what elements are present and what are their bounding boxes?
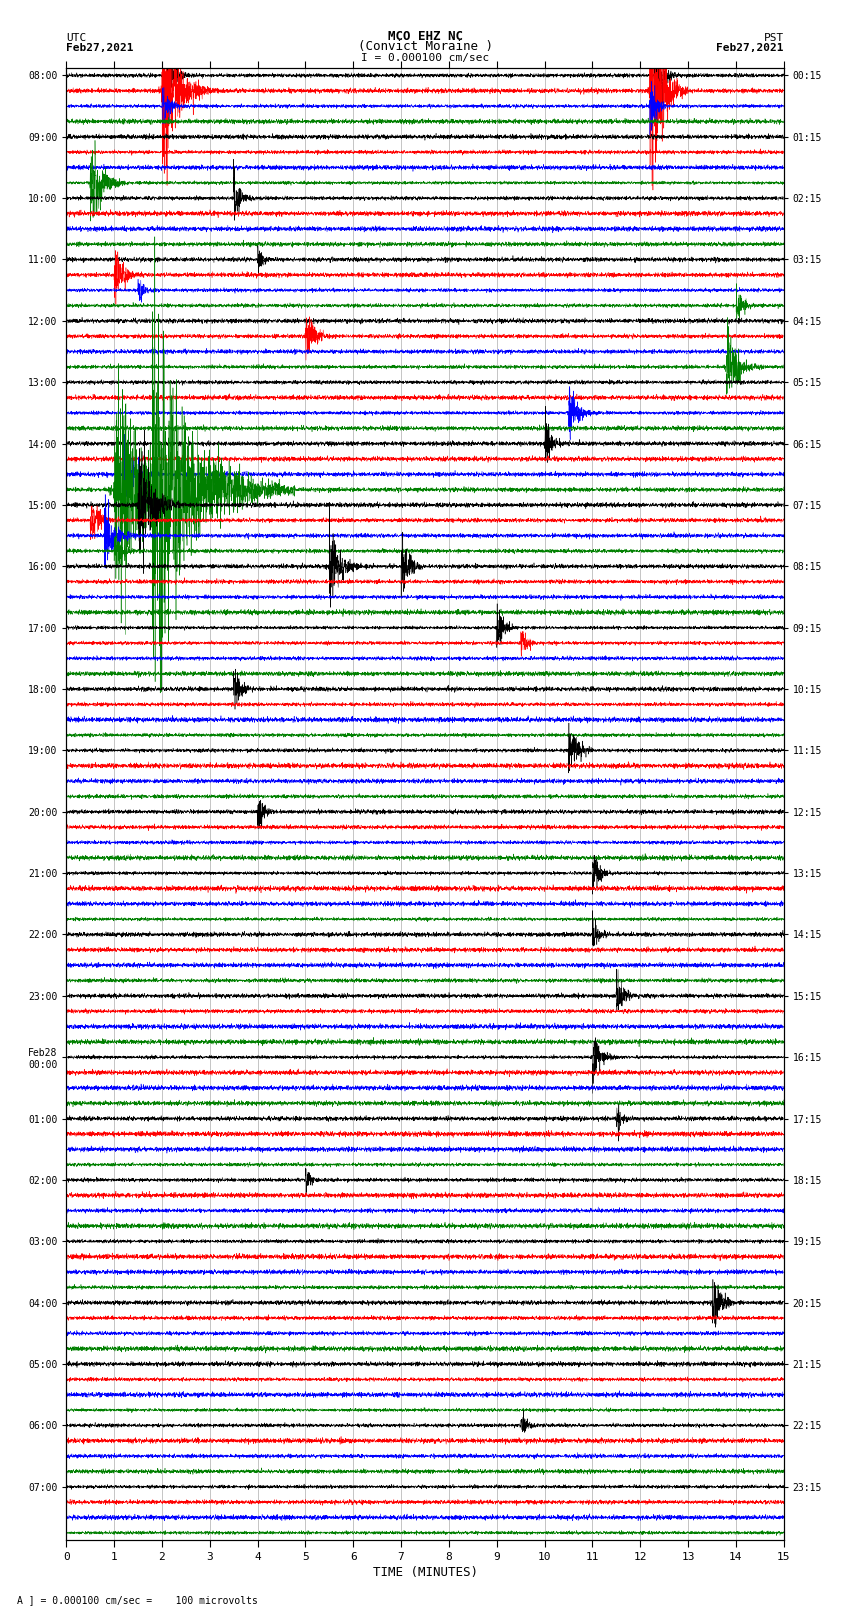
Text: I = 0.000100 cm/sec: I = 0.000100 cm/sec (361, 53, 489, 63)
Text: A ] = 0.000100 cm/sec =    100 microvolts: A ] = 0.000100 cm/sec = 100 microvolts (17, 1595, 258, 1605)
Text: (Convict Moraine ): (Convict Moraine ) (358, 40, 492, 53)
Text: UTC: UTC (66, 32, 87, 44)
Text: Feb27,2021: Feb27,2021 (66, 44, 133, 53)
X-axis label: TIME (MINUTES): TIME (MINUTES) (372, 1566, 478, 1579)
Text: MCO EHZ NC: MCO EHZ NC (388, 29, 462, 44)
Text: Feb27,2021: Feb27,2021 (717, 44, 784, 53)
Text: PST: PST (763, 32, 784, 44)
